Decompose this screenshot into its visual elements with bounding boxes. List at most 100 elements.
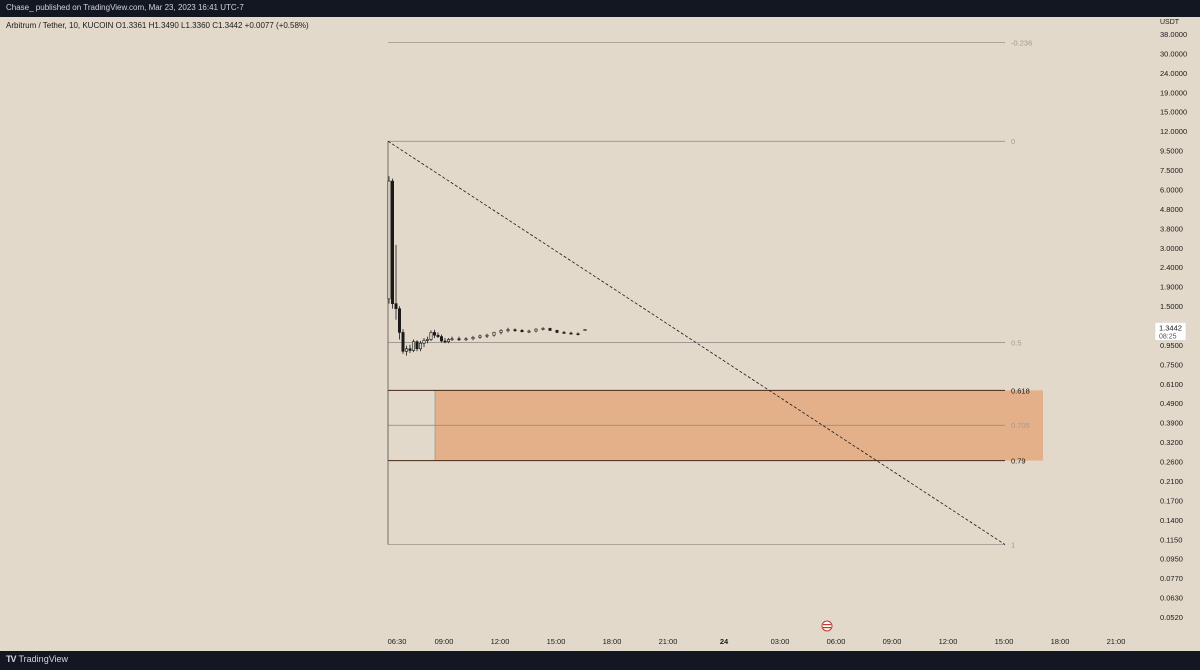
price-tick-label: 38.0000	[1160, 30, 1187, 39]
symbol-legend: Arbitrum / Tether, 10, KUCOIN O1.3361 H1…	[6, 21, 309, 30]
candle-body	[390, 180, 394, 304]
price-tick-label: 30.0000	[1160, 49, 1187, 58]
time-tick-label: 18:00	[603, 637, 622, 646]
candle-body	[583, 329, 587, 331]
price-tick-label: 0.0770	[1160, 574, 1183, 583]
price-tick-label: 0.0950	[1160, 555, 1183, 564]
candle-body	[527, 330, 531, 333]
price-tick-label: 0.1700	[1160, 496, 1183, 505]
candle-body	[432, 332, 436, 336]
candle-body	[422, 339, 426, 344]
price-tick-label: 15.0000	[1160, 108, 1187, 117]
time-tick-label: 15:00	[995, 637, 1014, 646]
publish-info: Chase_ published on TradingView.com, Mar…	[6, 3, 244, 12]
candle-body	[541, 328, 545, 330]
candle-body	[446, 339, 450, 343]
time-tick-label: 12:00	[939, 637, 958, 646]
candle-body	[457, 338, 461, 341]
candle-body	[429, 332, 433, 340]
time-tick-label: 15:00	[547, 637, 566, 646]
price-tick-label: 7.5000	[1160, 166, 1183, 175]
candle-body	[387, 180, 391, 300]
candle-body	[464, 338, 468, 341]
candle-body	[408, 348, 412, 351]
candle-body	[436, 334, 440, 337]
fib-trend-line	[387, 140, 1006, 545]
price-chart[interactable]: 38.0000 30.0000 24.0000 19.0000 15.0000 12.00…	[0, 17, 1200, 651]
price-tick-label: 0.9500	[1160, 341, 1183, 350]
brand-name: TradingView	[18, 654, 69, 664]
price-tick-label: 0.6100	[1160, 380, 1183, 389]
last-price-value: 1.3442	[1159, 323, 1182, 332]
candle-body	[471, 337, 475, 340]
price-tick-label: 24.0000	[1160, 69, 1187, 78]
currency-label: USDT	[1160, 19, 1180, 26]
price-tick-label: 0.0520	[1160, 613, 1183, 622]
price-tick-label: 4.8000	[1160, 205, 1183, 214]
price-tick-label: 0.2600	[1160, 458, 1183, 467]
time-tick-label: 06:00	[827, 637, 846, 646]
price-tick-label: 0.4900	[1160, 399, 1183, 408]
candle-body	[492, 332, 496, 336]
fib-level-label: 0.618	[1011, 386, 1030, 395]
time-tick-label: 09:00	[435, 637, 454, 646]
publish-bar: Chase_ published on TradingView.com, Mar…	[0, 0, 1200, 17]
candle-body	[569, 332, 573, 335]
last-price-countdown: 08:25	[1159, 333, 1177, 340]
candle-body	[411, 341, 415, 351]
candle-body	[478, 335, 482, 338]
candle-body	[415, 341, 419, 350]
time-tick-label: 03:00	[771, 637, 790, 646]
price-tick-label: 19.0000	[1160, 88, 1187, 97]
fib-level-label: 0.79	[1011, 457, 1026, 466]
fib-level-label: -0.236	[1011, 39, 1032, 48]
event-flag-stripe	[823, 627, 831, 629]
price-tick-label: 12.0000	[1160, 127, 1187, 136]
time-tick-label: 21:00	[1107, 637, 1126, 646]
event-flag-icon	[821, 620, 833, 632]
candle-body	[555, 330, 559, 333]
candle-body	[499, 330, 503, 333]
candle-body	[520, 330, 524, 333]
candle-body	[450, 338, 454, 341]
tradingview-logo[interactable]: TV TradingView	[6, 654, 69, 664]
price-tick-label: 0.1400	[1160, 516, 1183, 525]
candle-body	[562, 332, 566, 334]
candle-body	[404, 348, 408, 352]
chart-frame[interactable]: Arbitrum / Tether, 10, KUCOIN O1.3361 H1…	[0, 17, 1200, 651]
price-tick-label: 0.0630	[1160, 594, 1183, 603]
candle-body	[534, 328, 538, 332]
time-tick-label: 24	[720, 637, 729, 646]
price-tick-label: 1.9000	[1160, 283, 1183, 292]
candle-body	[439, 336, 443, 342]
candle-body	[443, 340, 447, 343]
price-tick-label: 3.0000	[1160, 244, 1183, 253]
price-tick-label: 6.0000	[1160, 185, 1183, 194]
price-tick-label: 9.5000	[1160, 147, 1183, 156]
candle-body	[425, 339, 429, 341]
price-tick-label: 0.2100	[1160, 477, 1183, 486]
candle-body	[576, 333, 580, 336]
candle-body	[506, 329, 510, 332]
price-tick-label: 0.1150	[1160, 535, 1182, 544]
candle-body	[485, 334, 489, 337]
time-tick-label: 21:00	[659, 637, 678, 646]
price-tick-label: 3.8000	[1160, 224, 1183, 233]
price-tick-label: 2.4000	[1160, 263, 1183, 272]
last-price-box	[1154, 322, 1187, 341]
time-tick-label: 12:00	[491, 637, 510, 646]
event-flag-stripe	[823, 624, 831, 626]
fib-level-label: 1	[1011, 541, 1015, 550]
footer-bar: TV TradingView	[0, 651, 1200, 670]
time-tick-label: 09:00	[883, 637, 902, 646]
time-tick-label: 06:30	[388, 637, 407, 646]
fib-level-label: 0.705	[1011, 421, 1030, 430]
candle-body	[394, 303, 398, 309]
price-tick-label: 1.5000	[1160, 302, 1183, 311]
price-tick-label: 0.7500	[1160, 360, 1183, 369]
time-tick-label: 18:00	[1051, 637, 1070, 646]
candle-body	[548, 328, 552, 331]
candle-body	[401, 332, 405, 352]
price-tick-label: 0.3200	[1160, 438, 1183, 447]
fib-level-label: 0.5	[1011, 338, 1021, 347]
